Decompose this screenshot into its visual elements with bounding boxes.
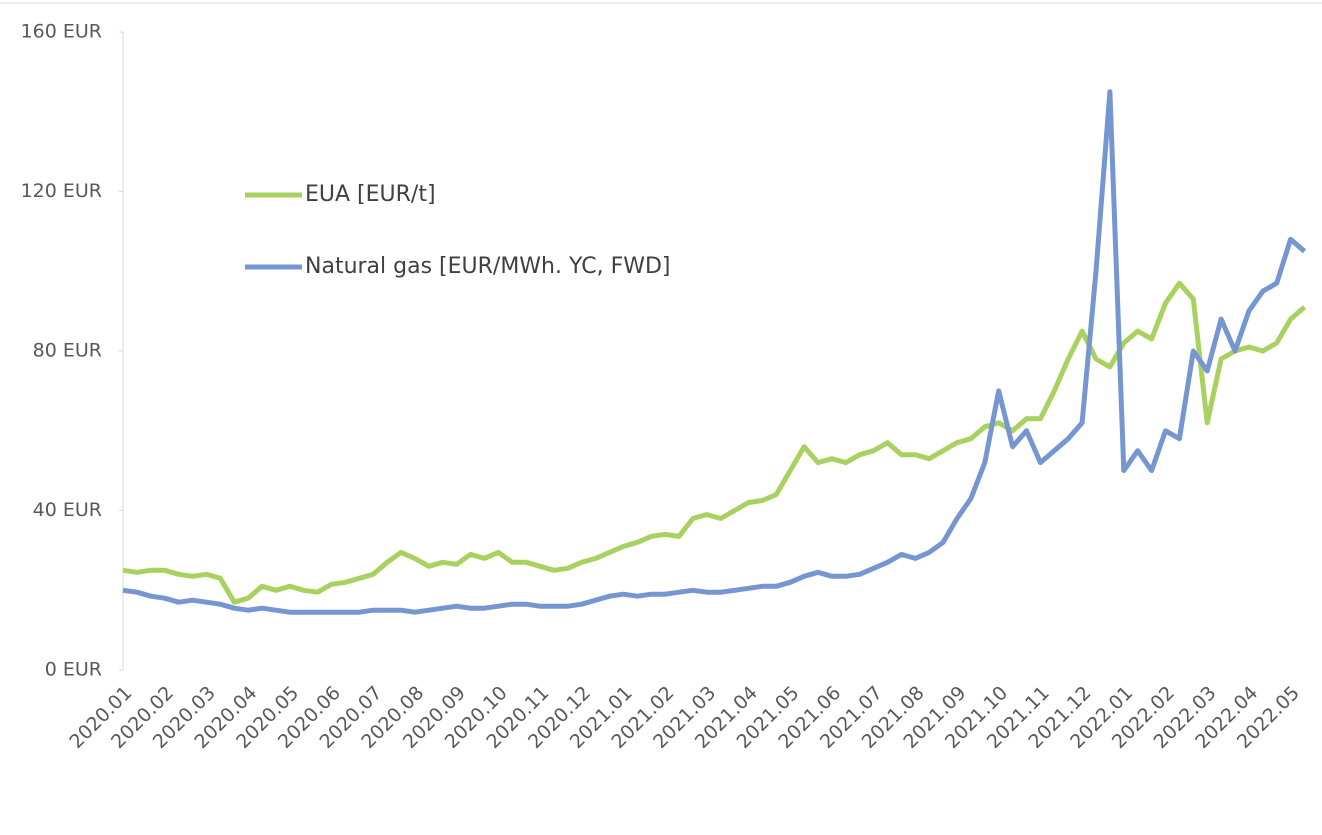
legend-label: EUA [EUR/t] [305,182,436,207]
y-tick-label: 120 EUR [21,180,102,202]
legend-label: Natural gas [EUR/MWh. YC, FWD] [305,254,671,279]
y-tick-label: 40 EUR [33,499,102,521]
y-tick-label: 160 EUR [21,21,102,43]
series-line [122,280,1307,605]
y-tick-label: 80 EUR [33,340,102,362]
y-tick-label: 0 EUR [45,659,102,681]
series-line [122,89,1307,615]
